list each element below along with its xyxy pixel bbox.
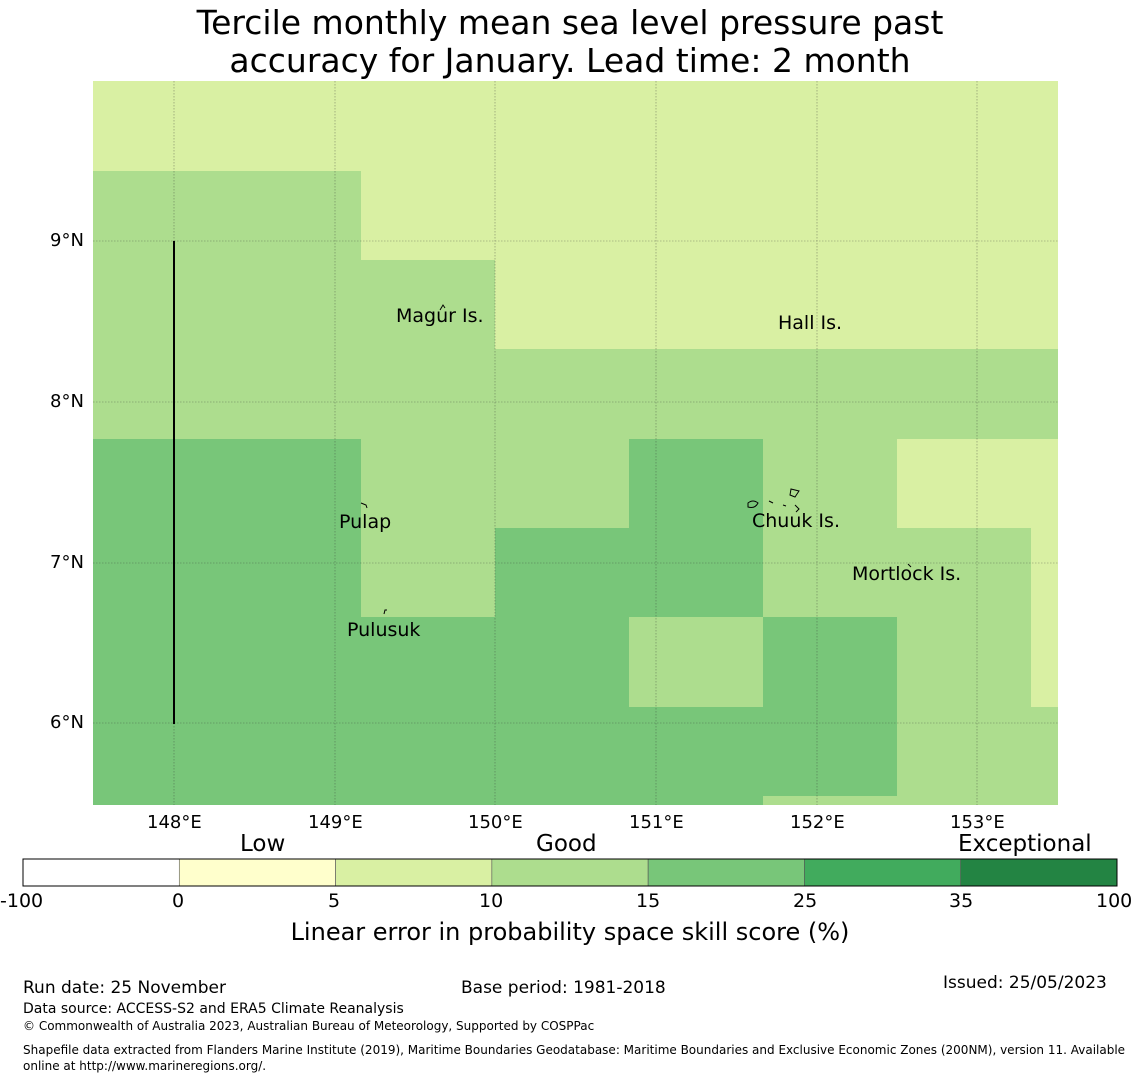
colorbar-category-good: Good <box>536 831 597 857</box>
lon-tick-label: 150°E <box>468 812 523 833</box>
place-label-magur: Magur Is. <box>396 305 484 327</box>
colorbar-segment <box>491 858 649 887</box>
copyright: © Commonwealth of Australia 2023, Austra… <box>23 1019 595 1033</box>
skill-region <box>361 260 495 439</box>
lon-tick-label: 151°E <box>629 812 684 833</box>
colorbar-category-low: Low <box>240 831 286 857</box>
colorbar-segment <box>22 858 180 887</box>
colorbar-title: Linear error in probability space skill … <box>290 918 850 946</box>
lon-tick-label: 149°E <box>308 812 363 833</box>
place-label-pulap: Pulap <box>339 511 392 533</box>
colorbar-category-exceptional: Exceptional <box>958 831 1092 857</box>
place-label-pulusuk: Pulusuk <box>347 619 421 641</box>
place-label-hall: Hall Is. <box>778 312 843 334</box>
title-line-2: accuracy for January. Lead time: 2 month <box>229 41 911 80</box>
colorbar-border <box>22 858 1118 887</box>
lat-tick-label: 8°N <box>50 391 84 412</box>
colorbar-segment <box>804 858 962 887</box>
colorbar-segment <box>178 858 336 887</box>
place-label-mortlock: Mortlock Is. <box>852 563 962 585</box>
colorbar-tick-label: 25 <box>793 890 818 912</box>
skill-region <box>93 439 361 805</box>
skill-region <box>629 439 763 617</box>
colorbar-segment <box>335 858 493 887</box>
skill-region <box>495 349 1058 439</box>
place-label-chuuk: Chuuk Is. <box>752 510 840 532</box>
colorbar <box>22 858 1118 887</box>
lat-tick-label: 7°N <box>50 552 84 573</box>
colorbar-tick-label: 15 <box>636 890 661 912</box>
skill-region <box>629 617 763 707</box>
base-period: Base period: 1981-2018 <box>461 978 666 998</box>
shapefile-credit: Shapefile data extracted from Flanders M… <box>23 1043 1126 1073</box>
colorbar-tick-label: -100 <box>0 890 44 912</box>
skill-region <box>495 439 629 528</box>
colorbar-tick-label: 100 <box>1096 890 1133 912</box>
skill-region <box>897 528 1031 805</box>
data-source: Data source: ACCESS-S2 and ERA5 Climate … <box>23 1001 404 1017</box>
island-outlines <box>360 304 912 615</box>
skill-region <box>763 617 897 796</box>
title-line-1: Tercile monthly mean sea level pressure … <box>196 3 944 42</box>
skill-region <box>93 171 361 439</box>
lon-tick-label: 153°E <box>950 812 1005 833</box>
colorbar-tick-label: 0 <box>172 890 185 912</box>
skill-region <box>361 439 495 617</box>
colorbar-tick-label: 10 <box>479 890 504 912</box>
lon-tick-label: 148°E <box>147 812 202 833</box>
lon-tick-label: 152°E <box>790 812 845 833</box>
skill-region <box>1031 707 1058 805</box>
skill-region <box>495 528 629 617</box>
chart-title: Tercile monthly mean sea level pressure … <box>0 4 1140 80</box>
lat-tick-label: 6°N <box>50 712 84 733</box>
skill-region <box>763 439 897 617</box>
skill-region <box>763 796 897 805</box>
colorbar-segment <box>647 858 805 887</box>
lat-tick-label: 9°N <box>50 230 84 251</box>
colorbar-segment <box>960 858 1118 887</box>
run-date: Run date: 25 November <box>23 978 226 998</box>
issued-date: Issued: 25/05/2023 <box>943 973 1107 993</box>
colorbar-tick-label: 5 <box>328 890 341 912</box>
colorbar-tick-label: 35 <box>949 890 974 912</box>
